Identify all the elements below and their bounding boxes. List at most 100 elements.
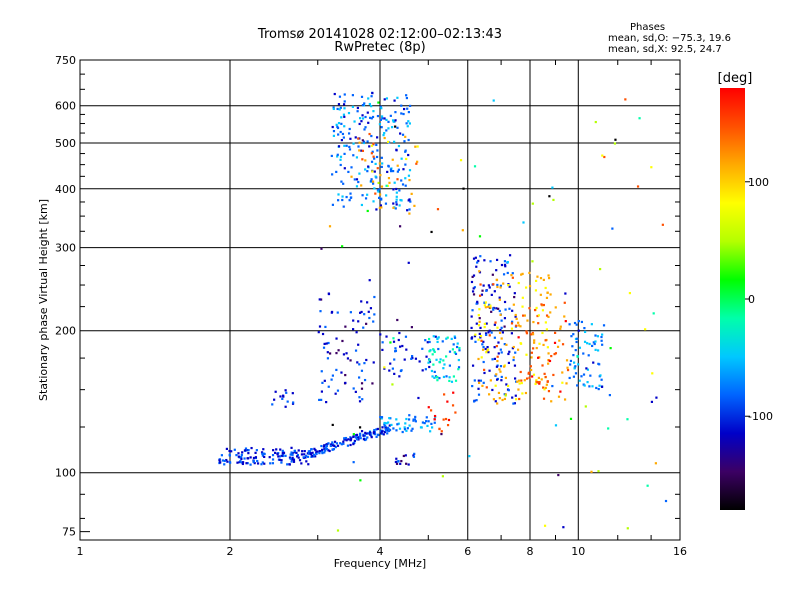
data-point — [481, 384, 484, 387]
data-point — [371, 91, 374, 95]
data-point — [331, 125, 334, 129]
data-point — [343, 144, 346, 147]
data-point — [531, 331, 534, 335]
data-point — [564, 292, 567, 295]
data-point — [425, 420, 428, 423]
data-point — [359, 479, 362, 482]
data-point — [263, 462, 266, 465]
data-point — [271, 454, 275, 457]
data-point — [323, 342, 326, 346]
data-point — [336, 125, 339, 128]
data-point — [405, 157, 408, 161]
data-point — [243, 449, 247, 452]
data-point — [504, 308, 507, 311]
data-point — [512, 356, 515, 359]
data-point — [252, 459, 255, 463]
data-point — [276, 453, 279, 456]
data-point — [385, 428, 388, 431]
data-point — [368, 431, 372, 434]
data-point — [390, 126, 394, 129]
data-point — [521, 305, 524, 308]
data-point — [523, 314, 526, 317]
data-point — [611, 227, 614, 230]
data-point — [369, 433, 372, 436]
data-point — [441, 475, 444, 478]
data-point — [284, 405, 287, 408]
data-point — [554, 352, 558, 355]
data-point — [597, 387, 600, 391]
data-point — [444, 417, 448, 421]
data-point — [493, 290, 496, 293]
data-point — [543, 372, 546, 375]
data-point — [488, 329, 491, 332]
data-point — [357, 145, 360, 148]
data-point — [538, 342, 541, 345]
data-point — [393, 181, 396, 184]
data-point — [504, 265, 507, 268]
data-point — [454, 352, 458, 356]
data-point — [473, 379, 476, 382]
data-point — [367, 310, 370, 313]
data-point — [431, 375, 434, 378]
data-point — [337, 133, 340, 136]
data-point — [432, 349, 436, 352]
data-point — [430, 422, 433, 425]
data-point — [392, 206, 395, 209]
data-point — [575, 323, 578, 326]
data-point — [323, 379, 326, 382]
data-point — [370, 152, 373, 155]
data-point — [607, 427, 610, 430]
y-tick-label: 750 — [55, 54, 76, 67]
data-point — [413, 452, 416, 455]
x-tick-label: 2 — [227, 545, 234, 558]
data-point — [480, 356, 483, 359]
data-point — [507, 384, 510, 387]
data-point — [363, 434, 367, 437]
data-point — [482, 381, 485, 384]
data-point — [351, 105, 355, 108]
chart-title: Tromsø 20141028 02:12:00–02:13:43 — [257, 27, 503, 42]
data-point — [382, 134, 385, 137]
data-point — [343, 152, 346, 155]
data-point — [406, 209, 409, 212]
data-point — [551, 384, 554, 388]
data-point — [404, 454, 407, 457]
data-point — [280, 459, 283, 462]
data-point — [419, 426, 423, 429]
data-point — [442, 359, 445, 362]
data-point — [385, 184, 388, 187]
data-point — [580, 375, 583, 378]
data-point — [542, 397, 546, 400]
data-point — [271, 403, 274, 406]
data-point — [376, 427, 379, 431]
data-point — [512, 402, 515, 405]
data-point — [442, 375, 446, 379]
data-point — [349, 436, 352, 439]
data-point — [360, 95, 364, 98]
data-point — [401, 344, 404, 348]
data-point — [343, 115, 346, 118]
data-point — [380, 197, 383, 200]
data-point — [345, 439, 348, 442]
data-point — [511, 320, 514, 323]
data-point — [492, 308, 495, 311]
data-point — [327, 442, 330, 445]
data-point — [364, 431, 367, 434]
data-point — [475, 265, 478, 268]
data-point — [437, 347, 440, 351]
data-point — [544, 375, 547, 379]
data-point — [244, 447, 248, 450]
data-point — [329, 443, 333, 446]
data-point — [341, 198, 344, 202]
data-point — [479, 336, 482, 339]
data-point — [309, 452, 312, 455]
data-point — [514, 315, 517, 318]
data-point — [330, 378, 333, 381]
data-point — [406, 125, 409, 128]
data-point — [348, 148, 352, 151]
data-point — [520, 273, 523, 276]
data-point — [408, 169, 412, 172]
data-point — [470, 326, 473, 330]
data-point — [448, 379, 451, 383]
data-point — [358, 172, 361, 175]
